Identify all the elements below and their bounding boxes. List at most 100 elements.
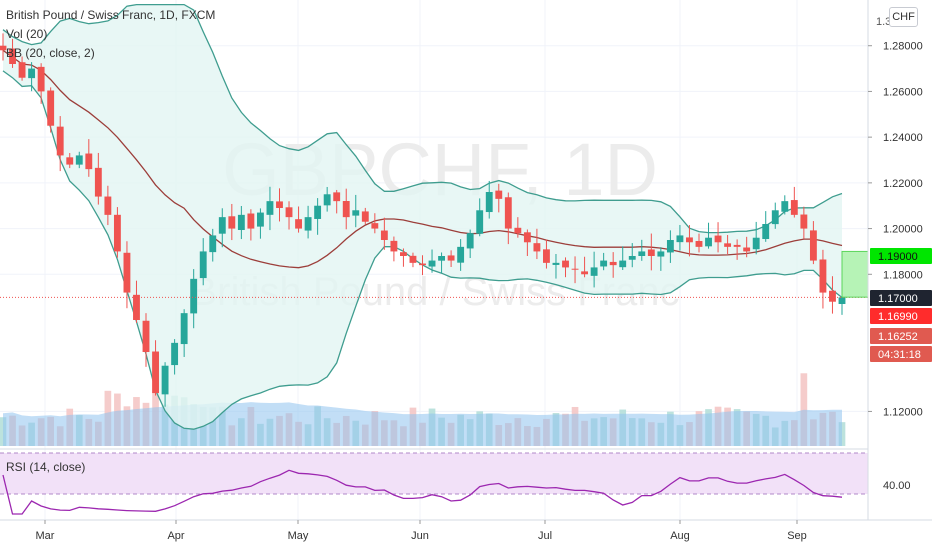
- price-tag-label: 1.17000: [878, 293, 918, 305]
- price-tick-label: 1.18000: [883, 269, 923, 281]
- candle-body: [419, 263, 426, 266]
- candle-body: [495, 190, 503, 199]
- rsi-indicator-label[interactable]: RSI (14, close): [6, 460, 86, 474]
- candle-body: [342, 201, 350, 218]
- bb-basis-line: [2, 49, 843, 269]
- candle-body: [523, 232, 531, 243]
- candle-body: [409, 255, 417, 263]
- candle-body: [113, 214, 121, 252]
- candle-body: [304, 217, 312, 231]
- candle-body: [571, 268, 579, 270]
- candle-body: [800, 214, 808, 229]
- candle-body: [819, 259, 827, 293]
- candle-body: [256, 212, 264, 227]
- price-tag-label: 1.19000: [878, 251, 918, 263]
- time-tick-label: Apr: [167, 530, 184, 542]
- candle-body: [323, 194, 331, 206]
- price-tag-label: 04:31:18: [878, 349, 921, 361]
- candle-body: [590, 267, 598, 276]
- candle-body: [543, 249, 550, 263]
- candle-body: [352, 210, 360, 216]
- candle-body: [28, 68, 36, 79]
- volume-indicator-label[interactable]: Vol (20): [6, 27, 48, 41]
- candle-body: [56, 126, 64, 156]
- bb-fill: [3, 4, 842, 430]
- time-axis-background: [0, 520, 932, 550]
- candle-body: [428, 260, 436, 267]
- candle-body: [180, 313, 188, 345]
- price-tag: [870, 328, 932, 344]
- bb-upper-band: [2, 3, 843, 234]
- candle-body: [809, 230, 817, 261]
- bollinger-indicator-label[interactable]: BB (20, close, 2): [6, 46, 95, 60]
- time-tick-label: Aug: [670, 530, 690, 542]
- candle-body: [676, 235, 684, 243]
- candle-body: [75, 155, 83, 165]
- rsi-line: [2, 469, 843, 515]
- candle-body: [314, 205, 322, 219]
- candle-body: [199, 251, 207, 279]
- time-tick-label: Jul: [538, 530, 552, 542]
- candle-body: [790, 200, 798, 215]
- price-tick-label: 1.28000: [883, 41, 923, 53]
- candle-body: [686, 237, 693, 243]
- candle-body: [228, 216, 236, 229]
- candle-body: [133, 294, 140, 320]
- time-tick-label: Jun: [411, 530, 429, 542]
- candle-body: [771, 210, 779, 225]
- candle-body: [399, 252, 407, 256]
- candle-body: [733, 244, 741, 247]
- candle-body: [838, 297, 846, 304]
- candle-body: [142, 320, 150, 352]
- candle-body: [152, 351, 159, 394]
- candle-body: [380, 230, 388, 240]
- target-zone: [841, 250, 869, 298]
- candle-body: [829, 290, 836, 302]
- candle-body: [714, 235, 722, 243]
- price-tag: [870, 290, 932, 306]
- candle-body: [485, 192, 493, 213]
- candle-body: [18, 62, 26, 78]
- candle-body: [37, 66, 45, 92]
- candle-body: [266, 201, 274, 215]
- candle-body: [66, 157, 74, 165]
- candle-body: [447, 255, 455, 261]
- candlestick-series: [0, 33, 869, 407]
- candle-body: [457, 246, 465, 263]
- currency-button[interactable]: CHF: [889, 7, 918, 27]
- candle-body: [705, 237, 712, 247]
- volume-pane: [0, 373, 846, 446]
- price-tick-label: 1.22000: [883, 178, 923, 190]
- candle-body: [438, 256, 446, 261]
- candle-body: [161, 365, 169, 395]
- time-tick-label: Mar: [36, 530, 55, 542]
- price-axis[interactable]: 1.3 1.28000 1.26000 1.24000 1.22000 1.20000 1.…: [867, 0, 932, 520]
- price-tag-label: 1.16990: [878, 311, 918, 323]
- candle-body: [581, 271, 589, 275]
- price-tick-label: 1.24000: [883, 132, 923, 144]
- candle-body: [9, 48, 16, 64]
- candle-body: [247, 213, 255, 229]
- candle-body: [609, 261, 617, 266]
- candle-body: [333, 192, 341, 202]
- candle-body: [781, 201, 789, 212]
- candle-body: [466, 233, 474, 249]
- price-tag: [870, 346, 932, 362]
- candle-body: [743, 247, 751, 252]
- candle-body: [514, 227, 522, 234]
- candle-body: [237, 214, 245, 231]
- candle-body: [695, 240, 703, 247]
- price-tick-label: 1.12000: [883, 406, 923, 418]
- candle-body: [361, 211, 369, 222]
- candle-body: [209, 235, 217, 253]
- symbol-title[interactable]: British Pound / Swiss Franc, 1D, FXCM: [6, 8, 216, 22]
- time-tick-label: Sep: [787, 530, 807, 542]
- candle-body: [638, 251, 646, 256]
- candle-body: [0, 45, 7, 51]
- price-tick-label: 1.20000: [883, 224, 923, 236]
- candle-body: [628, 256, 636, 260]
- time-axis[interactable]: Mar Apr May Jun Jul Aug Sep: [0, 519, 932, 550]
- candle-body: [285, 207, 293, 218]
- candle-body: [85, 153, 93, 170]
